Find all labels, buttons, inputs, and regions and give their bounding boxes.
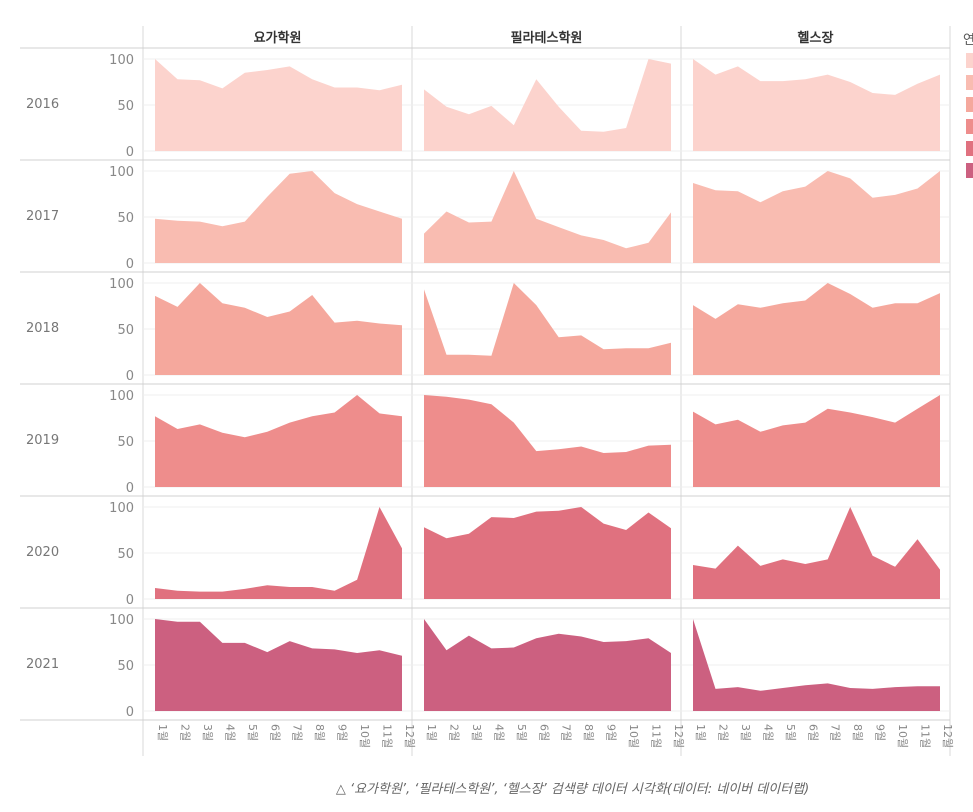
x-tick-label: 8월 xyxy=(851,724,864,741)
y-tick-label: 100 xyxy=(109,53,134,68)
x-tick-label: 12월 xyxy=(941,724,954,748)
x-tick-label: 8월 xyxy=(313,724,326,741)
legend-swatch xyxy=(966,53,973,68)
y-tick-label: 50 xyxy=(117,435,134,450)
x-tick-label: 2월 xyxy=(716,724,729,741)
area-2020-1 xyxy=(424,507,671,599)
row-label: 2021 xyxy=(26,657,59,672)
y-tick-label: 100 xyxy=(109,501,134,516)
area-2016-1 xyxy=(424,59,671,151)
column-title: 필라테스학원 xyxy=(511,30,583,46)
row-label: 2018 xyxy=(26,321,59,336)
x-tick-label: 7월 xyxy=(560,724,573,741)
y-tick-label: 0 xyxy=(126,145,134,160)
area-2017-1 xyxy=(424,171,671,263)
y-tick-label: 50 xyxy=(117,547,134,562)
y-tick-label: 50 xyxy=(117,211,134,226)
x-tick-label: 11월 xyxy=(650,724,663,748)
x-tick-label: 7월 xyxy=(291,724,304,741)
x-tick-label: 8월 xyxy=(582,724,595,741)
x-tick-label: 3월 xyxy=(470,724,483,741)
x-tick-label: 5월 xyxy=(784,724,797,741)
x-tick-label: 3월 xyxy=(201,724,214,741)
area-2016-2 xyxy=(693,59,940,151)
row-label: 2017 xyxy=(26,209,59,224)
y-tick-label: 0 xyxy=(126,257,134,272)
area-2018-2 xyxy=(693,283,940,375)
x-tick-label: 3월 xyxy=(739,724,752,741)
row-label: 2016 xyxy=(26,97,59,112)
x-tick-label: 7월 xyxy=(829,724,842,741)
legend-swatch xyxy=(966,141,973,156)
area-2017-2 xyxy=(693,171,940,263)
area-2021-0 xyxy=(155,619,402,711)
x-tick-label: 12월 xyxy=(403,724,416,748)
row-label: 2019 xyxy=(26,433,59,448)
y-tick-label: 0 xyxy=(126,481,134,496)
small-multiples-area-chart: 요가학원 필라테스학원 헬스장 연 2016 0 50 100 2017 0 50 100 2018 0 5… xyxy=(20,26,973,756)
y-tick-label: 50 xyxy=(117,659,134,674)
y-tick-label: 0 xyxy=(126,705,134,720)
column-title: 헬스장 xyxy=(798,30,834,46)
x-tick-label: 1월 xyxy=(425,724,438,741)
legend-swatch xyxy=(966,75,973,90)
y-tick-label: 100 xyxy=(109,389,134,404)
area-2017-0 xyxy=(155,171,402,263)
x-tick-label: 11월 xyxy=(381,724,394,748)
x-tick-label: 6월 xyxy=(268,724,281,741)
legend-swatch xyxy=(966,119,973,134)
area-2021-2 xyxy=(693,619,940,711)
area-2020-0 xyxy=(155,507,402,599)
area-2019-2 xyxy=(693,395,940,487)
x-tick-label: 12월 xyxy=(672,724,685,748)
y-tick-label: 0 xyxy=(126,369,134,384)
y-tick-label: 50 xyxy=(117,99,134,114)
y-tick-label: 0 xyxy=(126,593,134,608)
x-tick-label: 9월 xyxy=(605,724,618,741)
x-tick-label: 9월 xyxy=(336,724,349,741)
y-tick-label: 50 xyxy=(117,323,134,338)
legend-swatch xyxy=(966,163,973,178)
x-tick-label: 9월 xyxy=(874,724,887,741)
area-2018-0 xyxy=(155,283,402,375)
x-tick-label: 5월 xyxy=(515,724,528,741)
x-tick-label: 11월 xyxy=(919,724,932,748)
area-2019-0 xyxy=(155,395,402,487)
y-tick-label: 100 xyxy=(109,165,134,180)
x-tick-label: 5월 xyxy=(246,724,259,741)
area-2016-0 xyxy=(155,59,402,151)
x-tick-label: 6월 xyxy=(537,724,550,741)
x-tick-label: 4월 xyxy=(492,724,505,741)
figure-caption: △ ‘요가학원’, ‘필라테스학원’, ‘헬스장’ 검색량 데이터 시각화(데이… xyxy=(335,782,810,797)
row-label: 2020 xyxy=(26,545,59,560)
x-tick-label: 10월 xyxy=(358,724,371,748)
x-tick-label: 6월 xyxy=(806,724,819,741)
x-tick-label: 2월 xyxy=(447,724,460,741)
x-tick-label: 10월 xyxy=(896,724,909,748)
x-tick-label: 4월 xyxy=(761,724,774,741)
area-2018-1 xyxy=(424,283,671,375)
column-title: 요가학원 xyxy=(254,30,302,46)
area-2019-1 xyxy=(424,395,671,487)
x-tick-label: 1월 xyxy=(694,724,707,741)
area-2020-2 xyxy=(693,507,940,599)
area-2021-1 xyxy=(424,619,671,711)
y-tick-label: 100 xyxy=(109,277,134,292)
x-tick-label: 10월 xyxy=(627,724,640,748)
x-tick-label: 1월 xyxy=(156,724,169,741)
legend-swatch xyxy=(966,97,973,112)
legend-title: 연 xyxy=(963,33,973,48)
x-tick-label: 4월 xyxy=(223,724,236,741)
x-tick-label: 2월 xyxy=(178,724,191,741)
y-tick-label: 100 xyxy=(109,613,134,628)
